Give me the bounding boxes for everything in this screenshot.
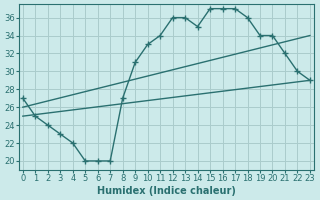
X-axis label: Humidex (Indice chaleur): Humidex (Indice chaleur) [97, 186, 236, 196]
